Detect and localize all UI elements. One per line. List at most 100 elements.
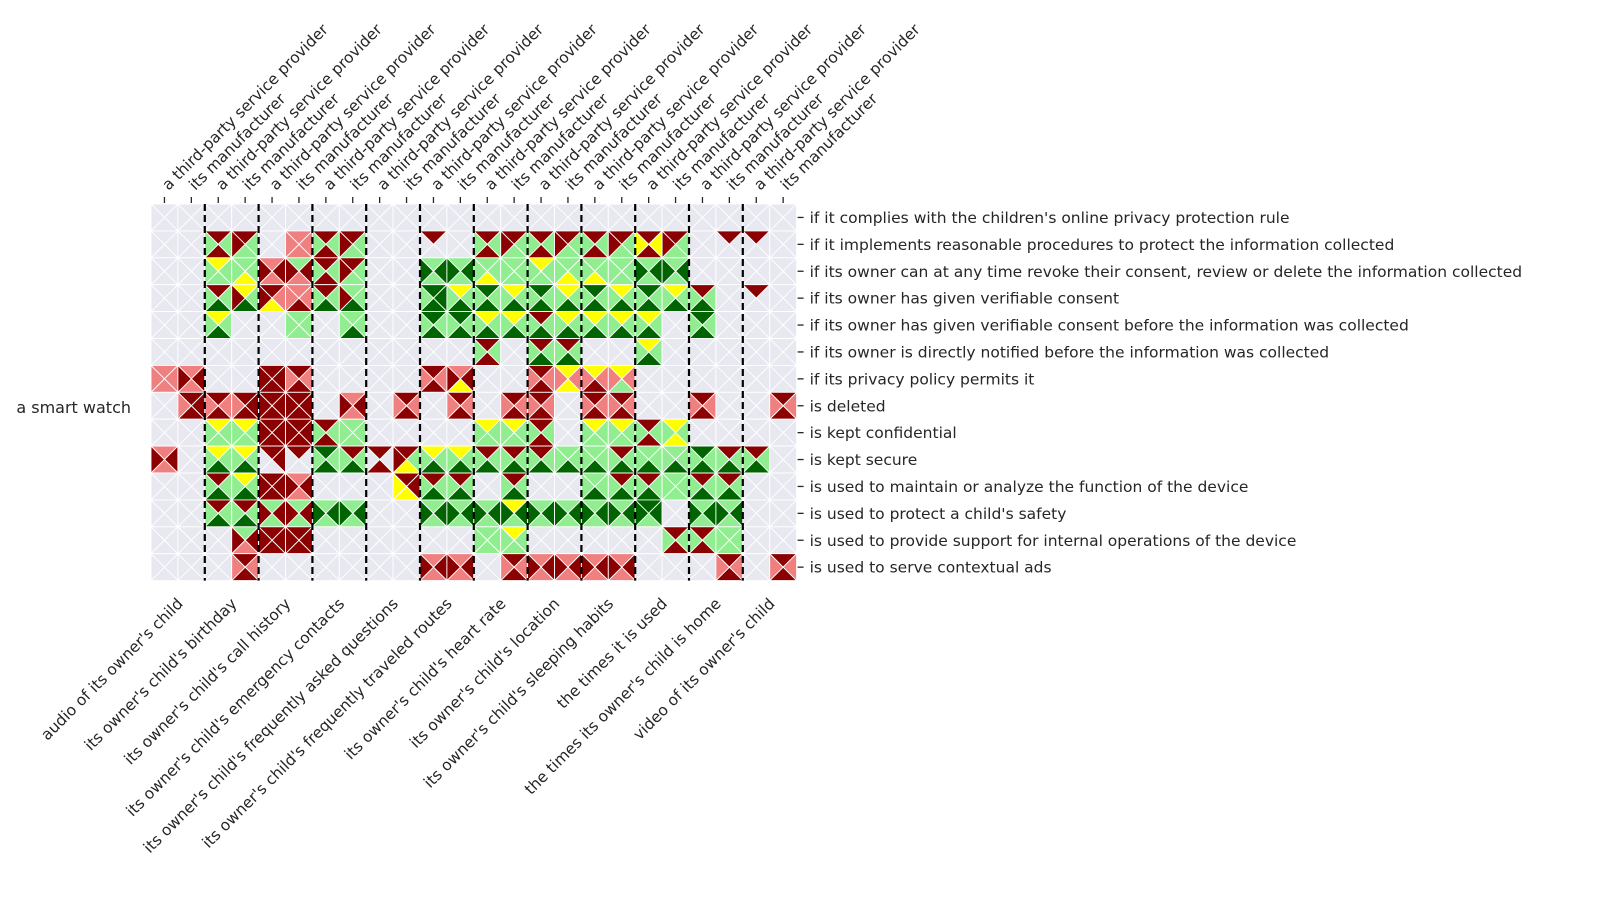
cell-triangle-left bbox=[527, 471, 542, 501]
cell-triangle-left bbox=[446, 229, 461, 259]
heatmap-cell bbox=[392, 310, 422, 340]
cell-triangle-left bbox=[554, 283, 569, 313]
condition-label: if its owner can at any time revoke thei… bbox=[810, 263, 1523, 281]
cell-triangle-left bbox=[554, 229, 569, 259]
cell-triangle-left bbox=[688, 229, 704, 259]
information-type-label: its owner's child's sleeping habits bbox=[420, 595, 617, 792]
heatmap-cell bbox=[687, 229, 717, 259]
heatmap-cell bbox=[392, 256, 422, 286]
cell-triangle-left bbox=[231, 471, 246, 501]
cell-triangle-left bbox=[392, 310, 408, 340]
heatmap-cell bbox=[230, 525, 260, 555]
heatmap-cell bbox=[499, 552, 529, 582]
cell-triangle-left bbox=[150, 498, 166, 528]
heatmap-cell bbox=[687, 337, 717, 367]
heatmap-cell bbox=[526, 202, 556, 232]
cell-triangle-left bbox=[177, 391, 192, 421]
heatmap-cell bbox=[607, 337, 637, 367]
cell-triangle-left bbox=[473, 229, 488, 259]
heatmap-cell bbox=[768, 337, 798, 367]
cell-triangle-left bbox=[742, 364, 757, 394]
heatmap-cell bbox=[553, 364, 583, 394]
heatmap-cell bbox=[768, 229, 798, 259]
heatmap-cell bbox=[392, 552, 422, 582]
heatmap-cell bbox=[445, 310, 475, 340]
heatmap-cell bbox=[311, 471, 341, 501]
cell-triangle-left bbox=[392, 364, 408, 394]
cell-triangle-left bbox=[231, 283, 246, 313]
heatmap-cell bbox=[445, 337, 475, 367]
cell-triangle-left bbox=[607, 391, 623, 421]
heatmap-cell bbox=[687, 498, 717, 528]
cell-triangle-left bbox=[769, 471, 784, 501]
heatmap-cell bbox=[365, 256, 395, 286]
cell-triangle-left bbox=[311, 471, 327, 501]
heatmap-cell bbox=[768, 391, 798, 421]
heatmap-cell bbox=[714, 418, 744, 448]
heatmap-cell bbox=[311, 283, 341, 313]
cell-triangle-left bbox=[177, 337, 192, 367]
heatmap-cell bbox=[687, 471, 717, 501]
heatmap-cell bbox=[768, 552, 798, 582]
heatmap-cell bbox=[607, 418, 637, 448]
heatmap-cell bbox=[284, 283, 314, 313]
cell-triangle-left bbox=[554, 310, 569, 340]
cell-triangle-left bbox=[285, 471, 300, 501]
heatmap-cell bbox=[338, 283, 368, 313]
heatmap-cell bbox=[580, 498, 610, 528]
heatmap-cells bbox=[149, 202, 798, 582]
cell-triangle-left bbox=[338, 418, 354, 448]
heatmap-cell bbox=[607, 498, 637, 528]
heatmap-cell bbox=[580, 391, 610, 421]
information-type-label: the times its owner's child is home bbox=[521, 595, 725, 799]
cell-triangle-left bbox=[177, 256, 192, 286]
cell-triangle-left bbox=[419, 364, 435, 394]
heatmap-cell bbox=[553, 391, 583, 421]
heatmap-cell bbox=[284, 202, 314, 232]
heatmap-cell bbox=[714, 445, 744, 475]
heatmap-cell bbox=[203, 229, 233, 259]
cell-triangle-left bbox=[392, 525, 408, 555]
heatmap-cell bbox=[499, 256, 529, 286]
cell-triangle-left bbox=[338, 364, 354, 394]
device-label: a smart watch bbox=[16, 398, 131, 417]
heatmap-cell bbox=[203, 283, 233, 313]
heatmap-cell bbox=[499, 310, 529, 340]
heatmap-cell bbox=[607, 471, 637, 501]
heatmap-cell bbox=[392, 364, 422, 394]
heatmap-cell bbox=[526, 471, 556, 501]
condition-label: is used to protect a child's safety bbox=[810, 505, 1067, 523]
heatmap-cell bbox=[714, 202, 744, 232]
heatmap-cell bbox=[392, 391, 422, 421]
cell-triangle-left bbox=[554, 418, 569, 448]
cell-triangle-left bbox=[661, 498, 677, 528]
heatmap-cell bbox=[687, 364, 717, 394]
cell-triangle-left bbox=[177, 202, 192, 232]
cell-triangle-left bbox=[150, 364, 166, 394]
heatmap-cell bbox=[472, 498, 502, 528]
heatmap-cell bbox=[365, 552, 395, 582]
heatmap-cell bbox=[580, 445, 610, 475]
heatmap-cell bbox=[634, 471, 664, 501]
cell-triangle-left bbox=[446, 337, 461, 367]
heatmap-cell bbox=[661, 256, 691, 286]
heatmap-cell bbox=[553, 283, 583, 313]
heatmap-cell bbox=[284, 445, 314, 475]
heatmap-cell bbox=[230, 498, 260, 528]
cell-triangle-left bbox=[769, 418, 784, 448]
heatmap-cell bbox=[338, 391, 368, 421]
heatmap-cell bbox=[634, 283, 664, 313]
heatmap-cell bbox=[526, 418, 556, 448]
cell-triangle-left bbox=[500, 256, 515, 286]
heatmap-cell bbox=[176, 418, 206, 448]
heatmap-cell bbox=[445, 418, 475, 448]
heatmap-cell bbox=[553, 445, 583, 475]
heatmap-cell bbox=[472, 229, 502, 259]
heatmap-cell bbox=[472, 337, 502, 367]
heatmap-cell bbox=[311, 202, 341, 232]
heatmap-cell bbox=[768, 310, 798, 340]
cell-triangle-left bbox=[742, 229, 757, 259]
heatmap-cell bbox=[418, 337, 448, 367]
heatmap-cell bbox=[580, 552, 610, 582]
